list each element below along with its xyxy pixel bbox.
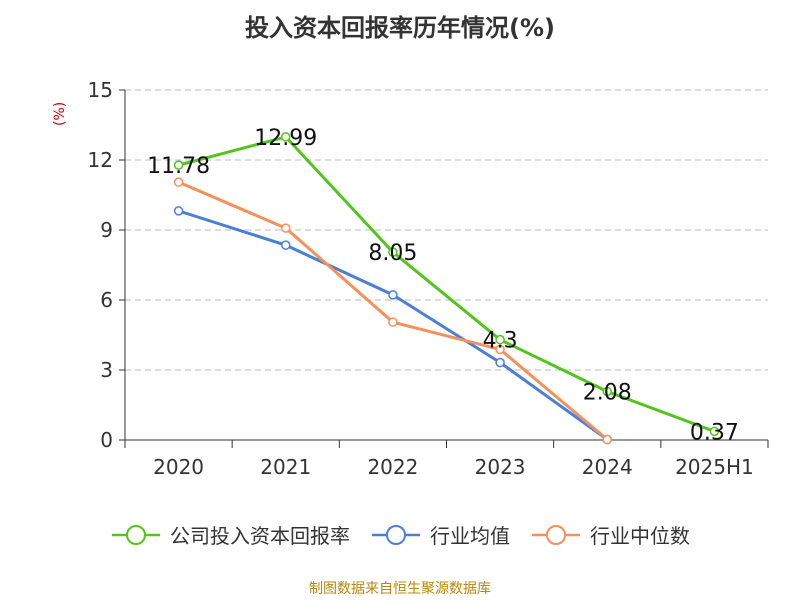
x-tick-label: 2020 — [153, 455, 204, 479]
legend-marker-icon — [372, 524, 420, 545]
data-point — [602, 434, 612, 445]
x-tick-label: 2025H1 — [675, 455, 754, 479]
y-tick-label: 12 — [88, 148, 113, 172]
legend-marker-icon — [532, 524, 580, 545]
data-label: 2.08 — [583, 380, 632, 405]
x-tick-label: 2021 — [260, 455, 311, 479]
data-label: 12.99 — [254, 126, 317, 151]
source-note: 制图数据来自恒生聚源数据库 — [309, 581, 491, 597]
y-tick-label: 0 — [100, 428, 113, 452]
series-points — [173, 132, 720, 445]
data-point — [173, 206, 184, 216]
x-tick-label: 2024 — [582, 455, 633, 479]
y-tick-label: 6 — [100, 288, 113, 312]
legend[interactable]: 公司投入资本回报率 行业均值 行业中位数 — [0, 520, 800, 549]
chart-title: 投入资本回报率历年情况(%) — [245, 14, 555, 42]
data-point — [388, 247, 398, 257]
data-point — [281, 132, 291, 142]
series-line — [177, 180, 609, 441]
data-point — [495, 344, 505, 355]
data-label: 0.37 — [690, 420, 739, 445]
y-tick-label: 9 — [100, 218, 113, 242]
axes: 0 3 6 9 12 15 2020 2021 2022 2023 2024 2025H1 — [88, 78, 769, 479]
series-line — [178, 135, 715, 433]
data-point — [173, 177, 184, 187]
data-point — [495, 334, 505, 345]
x-tick-label: 2023 — [475, 455, 526, 479]
legend-label: 行业中位数 — [590, 524, 690, 548]
y-tick-label: 15 — [88, 78, 113, 102]
data-label: 8.05 — [368, 241, 417, 266]
data-point — [281, 240, 291, 250]
legend-marker-icon — [112, 524, 160, 545]
data-label: 4.3 — [483, 329, 518, 354]
legend-label: 行业均值 — [430, 524, 510, 548]
data-point — [281, 223, 291, 233]
x-tick-label: 2022 — [367, 455, 418, 479]
data-point — [495, 357, 505, 368]
legend-label: 公司投入资本回报率 — [170, 524, 350, 548]
data-point — [388, 317, 398, 327]
legend-item[interactable]: 行业均值 — [370, 520, 510, 549]
grid-lines — [125, 89, 768, 371]
data-label: 11.78 — [147, 154, 210, 179]
legend-item[interactable]: 公司投入资本回报率 — [110, 520, 350, 549]
legend-item[interactable]: 行业中位数 — [530, 520, 690, 549]
series-lines — [177, 135, 715, 441]
data-point — [709, 426, 720, 437]
data-point — [173, 160, 184, 170]
data-labels: 11.78 12.99 8.05 4.3 2.08 0.37 — [147, 126, 739, 445]
y-tick-label: 3 — [100, 358, 113, 382]
data-point — [388, 290, 398, 300]
data-point — [602, 386, 612, 397]
